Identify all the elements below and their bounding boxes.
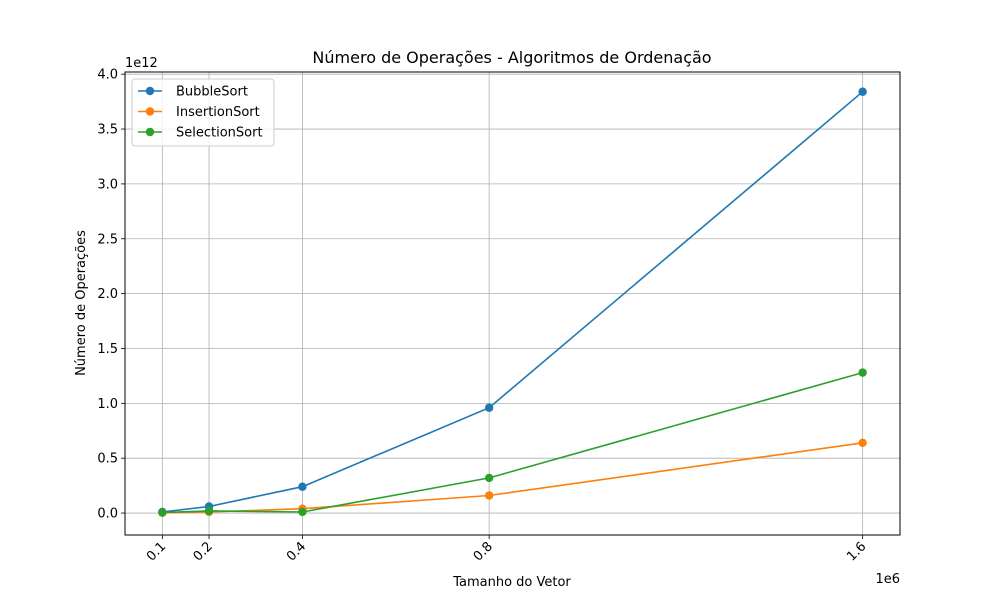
legend: BubbleSort InsertionSort SelectionSort [131, 78, 275, 147]
y-tick-label: 3.5 [97, 123, 118, 138]
data-point-bubblesort [298, 482, 307, 491]
data-point-selectionsort [158, 508, 167, 517]
chart-title: Número de Operações - Algoritmos de Orde… [312, 48, 711, 67]
grid-lines [125, 72, 900, 535]
y-tick-label: 2.5 [97, 232, 118, 247]
data-point-selectionsort [484, 473, 494, 483]
legend-marker [145, 107, 155, 116]
y-axis-ticks: 0.0 0.5 1.0 1.5 2.0 2.5 3.0 3.5 4.0 [97, 68, 125, 522]
legend-label: SelectionSort [176, 126, 263, 141]
y-axis-label: Número de Operações [74, 230, 89, 376]
y-tick-label: 0.0 [97, 507, 118, 522]
legend-marker [145, 127, 155, 137]
data-point-bubblesort [858, 87, 867, 96]
y-tick-label: 0.5 [97, 452, 118, 467]
data-point-insertionsort [484, 491, 494, 500]
plot-frame [124, 71, 901, 536]
y-axis-offset-label: 1e12 [125, 56, 158, 71]
y-tick-label: 4.0 [97, 68, 118, 83]
y-tick-label: 1.0 [97, 397, 118, 412]
data-point-selectionsort [858, 368, 867, 377]
x-axis-label: Tamanho do Vetor [452, 575, 571, 590]
legend-marker [145, 86, 155, 96]
legend-box [131, 78, 275, 147]
y-tick-label: 1.5 [97, 342, 118, 357]
legend-label: InsertionSort [176, 105, 260, 120]
series-layer [158, 87, 867, 517]
data-point-bubblesort [484, 403, 494, 412]
legend-label: BubbleSort [176, 85, 248, 100]
legend-entry-selectionsort: SelectionSort [138, 126, 263, 141]
legend-entry-insertionsort: InsertionSort [138, 105, 260, 120]
data-point-selectionsort [298, 507, 307, 517]
y-tick-label: 2.0 [97, 287, 118, 302]
data-point-insertionsort [858, 438, 867, 448]
x-axis-offset-label: 1e6 [875, 572, 900, 587]
series-selectionsort [158, 368, 867, 517]
y-tick-label: 3.0 [97, 177, 118, 192]
data-point-selectionsort [204, 506, 214, 516]
legend-entry-bubblesort: BubbleSort [138, 85, 248, 100]
